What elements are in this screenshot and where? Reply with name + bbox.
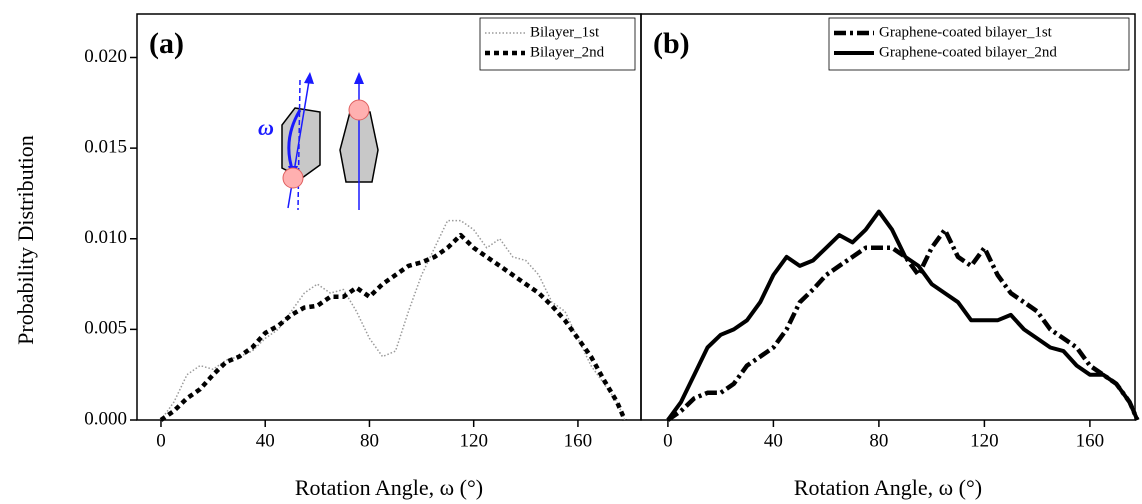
x-tick-label: 120 [459,430,488,451]
series-line [160,219,626,421]
arrow-head [354,72,364,84]
plot-frame [136,13,642,421]
y-tick-label: 0.015 [84,136,127,157]
x-tick-label: 0 [663,430,673,451]
x-axis-label: Rotation Angle, ω (°) [295,475,483,500]
x-tick-label: 160 [564,430,593,451]
atom [282,167,304,189]
series-line [159,232,627,422]
legend: Bilayer_1st Bilayer_2nd [479,17,636,71]
x-tick-label: 80 [869,430,888,451]
x-tick-label: 0 [156,430,166,451]
x-tick-label: 80 [360,430,379,451]
y-axis-label: Probability Distribution [13,135,38,345]
legend-box [479,17,636,71]
legend-label: Graphene-coated bilayer_2nd [879,44,1057,60]
panel-label: (b) [653,27,690,60]
series-line [666,227,1140,422]
panel-label: (a) [149,27,184,60]
y-tick-label: 0.005 [84,318,127,339]
legend-box [828,17,1130,71]
x-axis-label: Rotation Angle, ω (°) [794,475,982,500]
y-tick-label: 0.020 [84,46,127,67]
legend-label: Bilayer_2nd [530,44,605,60]
arrow-head [304,72,314,84]
atom [348,99,370,121]
x-tick-label: 120 [970,430,999,451]
inset-diagram: ω [258,72,379,211]
inset-label: ω [258,115,274,140]
x-tick-label: 160 [1076,430,1105,451]
plot-frame [640,13,1136,421]
x-tick-label: 40 [764,430,783,451]
reference-axis [297,79,301,211]
legend: Graphene-coated bilayer_1st Graphene-coat… [828,17,1130,71]
y-tick-label: 0.010 [84,227,127,248]
legend-label: Graphene-coated bilayer_1st [879,24,1053,40]
x-tick-label: 40 [256,430,275,451]
series-line [666,209,1140,422]
y-tick-label: 0.000 [84,408,127,429]
legend-label: Bilayer_1st [530,24,600,40]
